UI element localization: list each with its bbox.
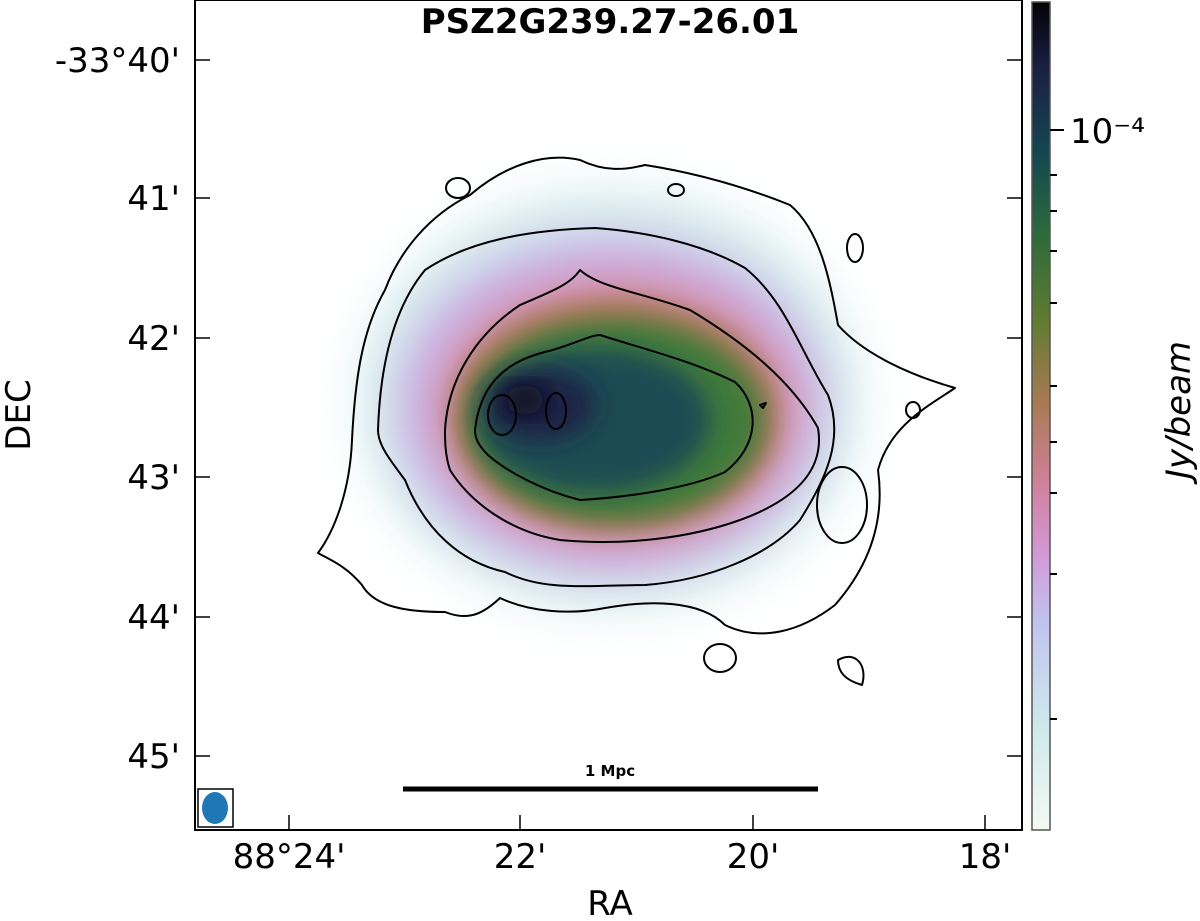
colorbar-label: Jy/beam <box>1159 341 1199 485</box>
colorbar-tick-label: 10⁻⁴ <box>1070 112 1145 152</box>
x-tick-label: 18' <box>959 837 1012 877</box>
contour-level-2 <box>377 227 836 588</box>
chart-title: PSZ2G239.27-26.01 <box>421 2 799 42</box>
contour-level-3 <box>444 269 820 543</box>
x-axis-label: RA <box>587 884 633 921</box>
x-tick-label: 22' <box>494 837 547 877</box>
colorbar <box>1031 1 1051 831</box>
colorbar-ticks <box>1050 129 1064 720</box>
contour-level-4 <box>474 334 754 501</box>
y-tick-label: 41' <box>127 179 180 219</box>
y-axis-label: DEC <box>0 379 39 450</box>
beam-box <box>197 788 234 828</box>
beam-ellipse <box>202 792 228 824</box>
y-tick-label: 44' <box>127 598 180 638</box>
emission-heatmap <box>360 190 860 610</box>
scale-bar-label: 1 Mpc <box>585 762 635 780</box>
x-tick-label: 88°24' <box>233 837 346 877</box>
y-tick-label: 42' <box>127 319 180 359</box>
y-tick-label: 45' <box>127 737 180 777</box>
contour-level-1 <box>317 156 956 635</box>
plot-frame <box>194 0 1023 831</box>
axis-ticks <box>195 59 1022 830</box>
y-tick-label: -33°40' <box>55 41 180 81</box>
contours <box>317 156 956 686</box>
x-tick-label: 20' <box>727 837 780 877</box>
y-tick-label: 43' <box>127 458 180 498</box>
